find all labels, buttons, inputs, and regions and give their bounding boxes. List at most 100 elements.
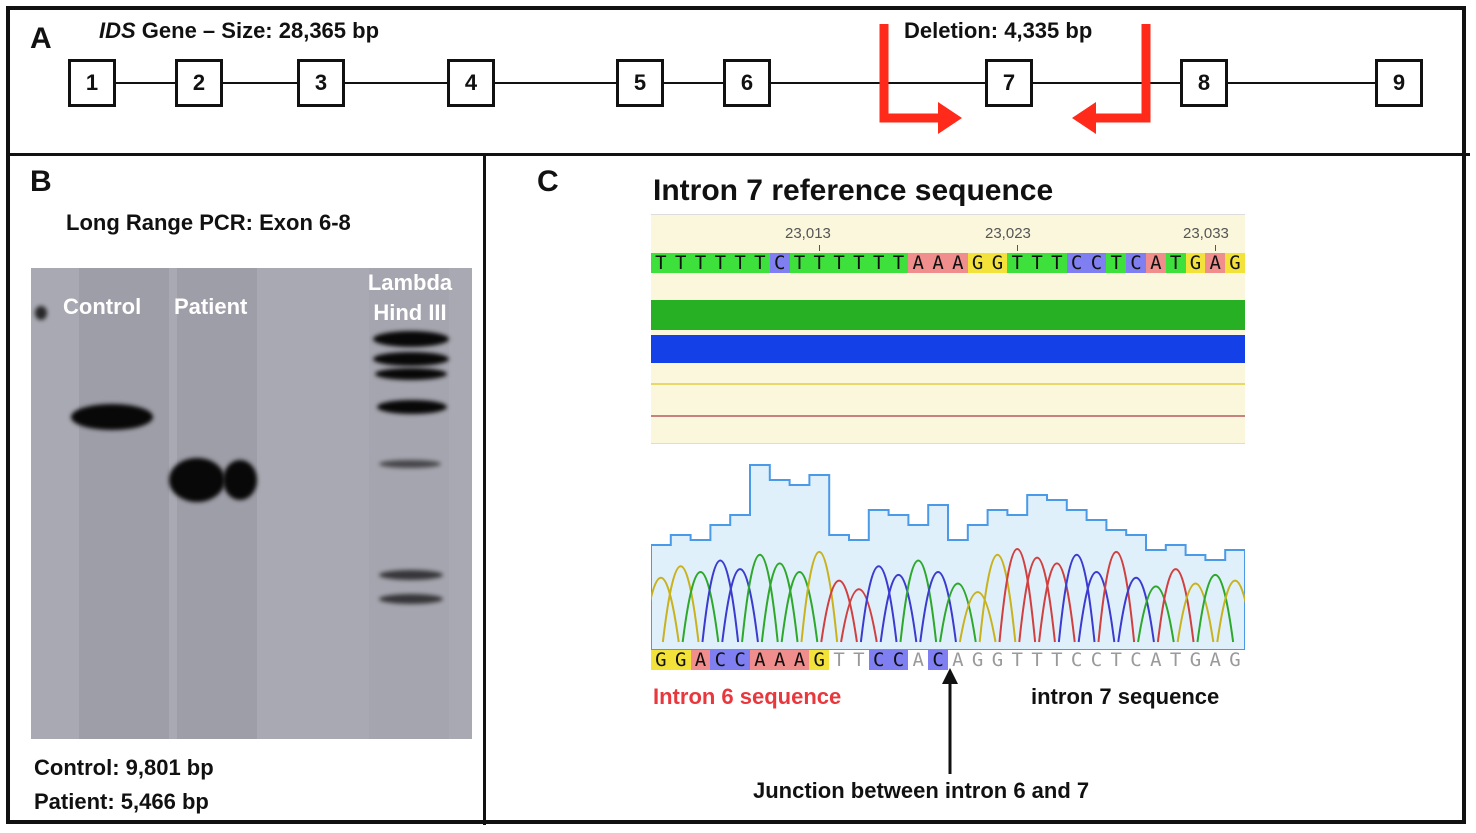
exon-4: 4 bbox=[447, 59, 495, 107]
track-line-yellow bbox=[651, 383, 1245, 385]
trace-peak-g bbox=[958, 591, 997, 643]
left-breakpoint-arrow bbox=[879, 24, 938, 123]
base-c: C bbox=[1126, 253, 1146, 273]
pcr-title: Long Range PCR: Exon 6-8 bbox=[66, 210, 351, 235]
trace-peaks bbox=[651, 548, 1245, 643]
ladder-band-7 bbox=[379, 594, 443, 604]
panel-a-letter: A bbox=[30, 22, 52, 55]
base-g: G bbox=[651, 650, 671, 670]
base-c: C bbox=[868, 650, 889, 670]
base-t: T bbox=[789, 253, 810, 273]
trace-peak-t bbox=[998, 548, 1037, 643]
result-patient: Patient: 5,466 bp bbox=[34, 789, 209, 814]
base-t: T bbox=[888, 253, 909, 273]
trace-peak-a bbox=[1137, 585, 1175, 643]
exon-5: 5 bbox=[616, 59, 664, 107]
trace-peak-a bbox=[681, 571, 720, 643]
base-g: G bbox=[971, 650, 984, 670]
exon-9: 9 bbox=[1375, 59, 1423, 107]
panel-b-letter: B bbox=[30, 165, 52, 198]
base-t: T bbox=[1051, 650, 1063, 670]
base-g: G bbox=[1229, 650, 1241, 670]
position-tick-23013: 23,013 bbox=[785, 225, 831, 242]
base-t: T bbox=[1046, 253, 1067, 273]
panel-divider-vertical bbox=[483, 155, 486, 825]
trace-peak-t bbox=[1018, 556, 1056, 643]
base-g: G bbox=[987, 253, 1008, 273]
exon-2: 2 bbox=[175, 59, 223, 107]
base-g: G bbox=[670, 650, 691, 670]
trace-peak-c bbox=[1077, 571, 1116, 643]
base-t: T bbox=[1007, 253, 1028, 273]
base-t: T bbox=[1011, 650, 1023, 670]
trace-peak-g bbox=[1176, 582, 1215, 643]
tick-mark bbox=[1017, 245, 1018, 251]
sanger-chromatogram bbox=[651, 464, 1245, 650]
trace-peak-a bbox=[780, 571, 819, 643]
trace-peak-a bbox=[741, 553, 779, 643]
gel-lane-patient bbox=[177, 268, 257, 739]
base-t: T bbox=[670, 253, 691, 273]
base-t: T bbox=[730, 253, 750, 273]
lane-label-patient: Patient bbox=[174, 294, 248, 319]
deletion-label: Deletion: 4,335 bp bbox=[904, 18, 1093, 43]
base-t: T bbox=[848, 253, 869, 273]
intron6-label: Intron 6 sequence bbox=[653, 684, 842, 709]
base-a: A bbox=[789, 650, 810, 670]
trace-peak-g bbox=[651, 576, 680, 643]
trace-peak-t bbox=[840, 588, 878, 643]
exon-6: 6 bbox=[723, 59, 771, 107]
base-t: T bbox=[1110, 650, 1122, 670]
left-arrowhead bbox=[938, 102, 962, 134]
trace-peak-c bbox=[701, 559, 740, 643]
trace-peak-g bbox=[800, 550, 839, 643]
base-g: G bbox=[809, 650, 830, 670]
base-t: T bbox=[833, 650, 845, 670]
gel-lane-control bbox=[79, 268, 169, 739]
position-tick-23023: 23,023 bbox=[985, 225, 1031, 242]
base-a: A bbox=[749, 650, 770, 670]
patient-band-1 bbox=[169, 458, 225, 502]
base-t: T bbox=[829, 253, 849, 273]
trace-quality-area bbox=[651, 464, 1245, 650]
base-g: G bbox=[991, 650, 1004, 670]
base-c: C bbox=[1130, 650, 1142, 670]
trace-peak-c bbox=[879, 573, 918, 643]
ladder-band-5 bbox=[379, 460, 441, 468]
control-band bbox=[71, 404, 153, 430]
result-control: Control: 9,801 bp bbox=[34, 755, 214, 780]
ladder-band-4 bbox=[377, 400, 447, 414]
base-t: T bbox=[853, 650, 865, 670]
trace-peak-g bbox=[661, 565, 700, 643]
base-a: A bbox=[690, 650, 711, 670]
deletion-breakpoint-arrows bbox=[879, 24, 1151, 134]
base-a: A bbox=[952, 650, 964, 670]
base-a: A bbox=[928, 253, 948, 273]
base-c: C bbox=[928, 650, 948, 670]
base-a: A bbox=[1145, 253, 1166, 273]
exon-3: 3 bbox=[297, 59, 345, 107]
tick-mark bbox=[819, 245, 820, 251]
base-a: A bbox=[1205, 253, 1226, 273]
trace-peak-c bbox=[859, 565, 898, 643]
base-t: T bbox=[690, 253, 711, 273]
trace-peak-c bbox=[919, 571, 957, 643]
quality-bar-green bbox=[651, 300, 1245, 330]
base-t: T bbox=[1165, 253, 1186, 273]
base-a: A bbox=[947, 253, 968, 273]
ladder-band-3 bbox=[375, 368, 447, 380]
trace-peak-t bbox=[1038, 562, 1076, 643]
trace-peak-g bbox=[1216, 579, 1245, 643]
trace-peak-t bbox=[820, 579, 858, 643]
gel-speck bbox=[35, 306, 47, 320]
base-c: C bbox=[1070, 650, 1083, 670]
agarose-gel-image: Control Patient Lambda Hind III bbox=[31, 268, 472, 739]
base-c: C bbox=[1066, 253, 1087, 273]
trace-peak-a bbox=[899, 559, 938, 643]
figure-frame bbox=[6, 6, 1466, 824]
exon-7: 7 bbox=[985, 59, 1033, 107]
base-t: T bbox=[1106, 253, 1127, 273]
base-c: C bbox=[710, 650, 731, 670]
